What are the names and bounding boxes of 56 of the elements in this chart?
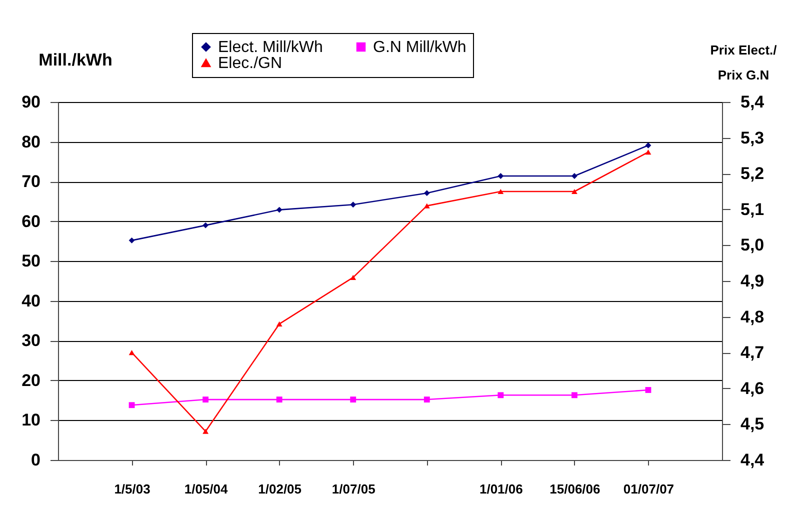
y-tick-label: 40: [22, 291, 40, 310]
y-tick-label: 0: [31, 450, 40, 470]
point: [424, 190, 430, 196]
y2-tick-label: 4,5: [740, 414, 764, 434]
point: [498, 188, 504, 194]
y2-tick-label: 4,8: [740, 307, 764, 326]
y2-tick-label: 5,2: [740, 164, 764, 184]
x-tick-label: 1/5/03: [114, 482, 150, 496]
x-tick-label: 01/07/07: [623, 482, 674, 496]
point: [276, 321, 282, 327]
y-tick-label: 20: [22, 370, 40, 390]
legend-label: G.N Mill/kWh: [373, 39, 466, 56]
x-tick-label: 1/01/06: [479, 482, 523, 496]
y2-tick-label: 4,9: [740, 272, 764, 290]
point: [202, 222, 209, 228]
y2-tick-label: 4,6: [740, 378, 764, 398]
y-tick-label: 60: [22, 212, 40, 231]
y2-tick-label: 5,3: [740, 128, 764, 148]
point: [424, 203, 430, 208]
y2-tick-label: 4,4: [740, 450, 765, 470]
y-tick-label: 70: [22, 172, 40, 192]
point: [128, 237, 135, 244]
y2-tick-label: 5,4: [740, 92, 765, 112]
x-tick-label: 1/02/05: [258, 482, 302, 496]
legend-label: Elect. Mill/kWh: [218, 39, 323, 56]
y2-tick-label: 5,0: [740, 236, 764, 255]
point: [498, 392, 504, 398]
point: [128, 350, 135, 356]
y-tick-label: 80: [22, 132, 40, 152]
point: [498, 173, 504, 179]
point: [350, 274, 356, 280]
y-tick-label: 50: [22, 252, 40, 271]
point: [645, 142, 652, 148]
y-tick-label: 10: [22, 410, 40, 430]
y-tick-label: 90: [22, 92, 40, 112]
x-tick-label: 1/07/05: [332, 482, 376, 496]
point: [350, 396, 356, 402]
legend-label: Elec./GN: [218, 55, 282, 72]
y-axis-title: Mill./kWh: [38, 50, 112, 70]
point: [128, 402, 135, 408]
point: [424, 396, 430, 402]
point: [571, 188, 578, 194]
x-tick-label: 1/05/04: [184, 482, 229, 496]
point: [350, 202, 356, 208]
point: [276, 396, 282, 402]
y2-tick-label: 5,1: [740, 200, 764, 219]
point: [645, 387, 652, 393]
y2-tick-label: 4,7: [740, 343, 764, 362]
y2-axis-title: Prix Elect./ Prix G.N: [710, 42, 778, 82]
point: [202, 428, 209, 434]
point: [276, 206, 282, 213]
point: [645, 150, 652, 155]
y-tick-label: 30: [22, 331, 40, 350]
x-tick-label: 15/06/06: [550, 482, 600, 496]
point: [202, 396, 209, 402]
point: [571, 392, 578, 398]
